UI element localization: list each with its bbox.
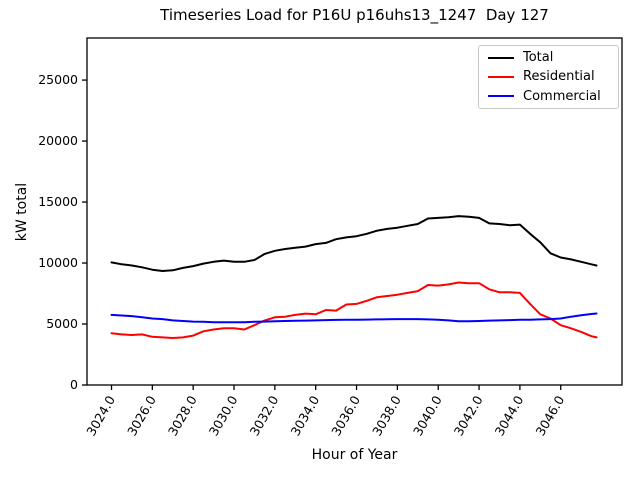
x-tick-label: 3032.0 [247,393,282,438]
x-tick-label: 3024.0 [83,393,118,438]
total-line-sample [488,56,514,59]
x-tick-label: 3042.0 [451,393,486,438]
legend: Total Residential Commercial [478,45,619,109]
x-tick-label: 3044.0 [492,393,527,438]
y-tick-label: 10000 [38,255,78,270]
y-tick-label: 5000 [46,316,78,331]
legend-label-commercial: Commercial [523,88,601,104]
chart-title: Timeseries Load for P16U p16uhs13_1247 D… [160,6,549,24]
x-axis-label: Hour of Year [311,447,398,463]
y-axis-label: kW total [14,182,30,242]
residential-line-sample [488,75,514,78]
x-tick-label: 3038.0 [369,393,404,438]
legend-item-commercial: Commercial [479,90,618,103]
x-tick-label: 3046.0 [532,393,567,438]
x-tick-label: 3030.0 [206,393,241,438]
legend-item-total: Total [479,51,618,64]
axes-frame [86,37,623,386]
legend-label-total: Total [523,50,554,66]
y-tick-label: 20000 [38,133,78,148]
x-tick-label: 3028.0 [165,393,200,438]
commercial-line-sample [488,95,514,98]
x-tick-label: 3040.0 [410,393,445,438]
y-tick-label: 25000 [38,72,78,87]
x-tick-label: 3036.0 [328,393,363,438]
y-tick-label: 0 [70,377,78,392]
y-tick-label: 15000 [38,194,78,209]
series-line-residential [110,281,598,339]
series-line-total [110,215,598,272]
x-tick-label: 3026.0 [124,393,159,438]
series-line-commercial [110,312,598,324]
x-tick-label: 3034.0 [287,393,322,438]
legend-item-residential: Residential [479,70,618,83]
legend-label-residential: Residential [523,69,595,85]
